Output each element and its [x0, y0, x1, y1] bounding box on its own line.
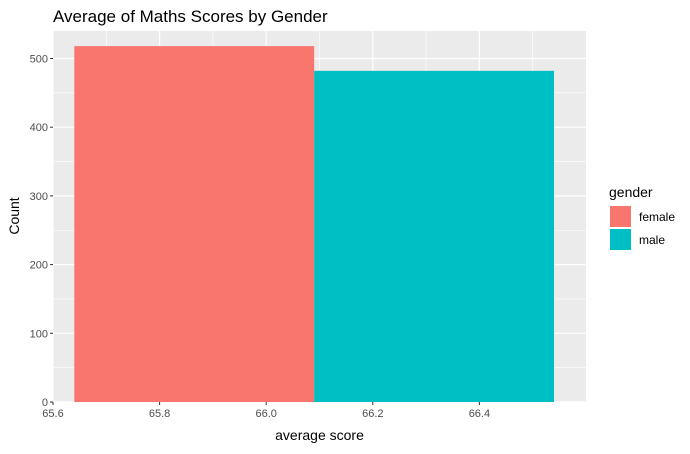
x-axis-title: average score	[275, 427, 364, 443]
legend-key-female	[610, 206, 631, 227]
y-axis-ticks: 0 100 200 300 400 500	[30, 53, 53, 409]
legend: gender female male	[609, 184, 675, 250]
legend-items: female male	[610, 206, 675, 250]
x-tick-label: 65.8	[149, 408, 170, 420]
y-tick-label: 400	[30, 122, 48, 134]
legend-key-male	[610, 229, 631, 250]
legend-label-male: male	[639, 233, 665, 247]
x-tick-label: 65.6	[42, 408, 63, 420]
y-tick-label: 500	[30, 53, 48, 65]
y-axis-title: Count	[6, 197, 22, 234]
bar-male	[314, 70, 555, 402]
y-tick-label: 300	[30, 191, 48, 203]
x-tick-label: 66.4	[469, 408, 490, 420]
x-axis-ticks: 65.6 65.8 66.0 66.2 66.4	[42, 402, 490, 420]
bar-female	[74, 46, 315, 403]
legend-title: gender	[609, 184, 653, 200]
y-tick-label: 200	[30, 260, 48, 272]
legend-label-female: female	[639, 210, 675, 224]
bars	[74, 46, 555, 403]
chart-title: Average of Maths Scores by Gender	[53, 7, 328, 26]
x-tick-label: 66.0	[255, 408, 276, 420]
y-tick-label: 0	[42, 397, 48, 409]
x-tick-label: 66.2	[362, 408, 383, 420]
y-tick-label: 100	[30, 328, 48, 340]
